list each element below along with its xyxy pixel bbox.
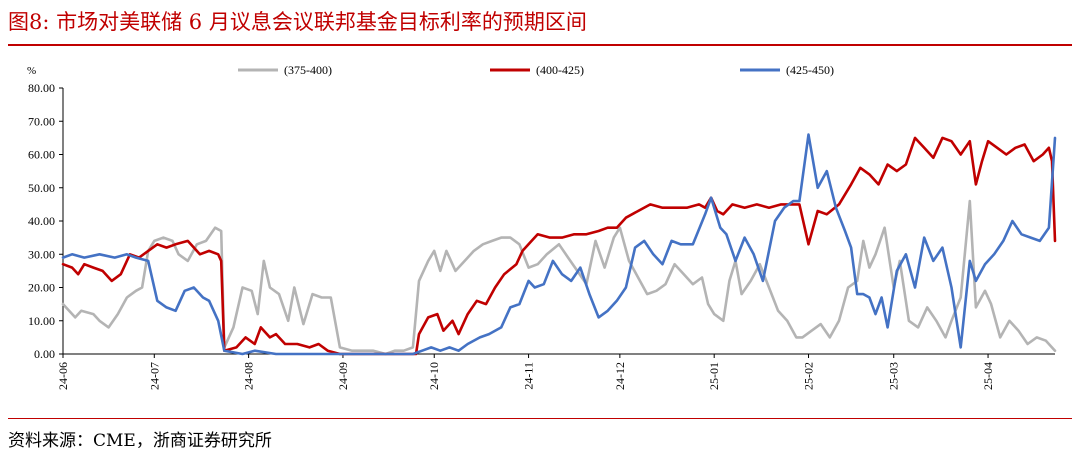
- y-tick-label: 80.00: [28, 81, 55, 95]
- x-tick-label: 24-10: [427, 362, 441, 390]
- x-tick-label: 25-01: [707, 362, 721, 390]
- figure-title-bar: 图8: 市场对美联储 6 月议息会议联邦基金目标利率的预期区间: [8, 6, 1072, 46]
- y-tick-label: 40.00: [28, 214, 55, 228]
- x-tick-label: 24-09: [336, 362, 350, 390]
- figure-title: 图8: 市场对美联储 6 月议息会议联邦基金目标利率的预期区间: [8, 10, 587, 34]
- title-divider: [8, 44, 1072, 46]
- x-tick-label: 24-07: [147, 362, 161, 390]
- x-tick-label: 24-08: [242, 362, 256, 390]
- x-tick-label: 24-06: [56, 362, 70, 390]
- source-note: 资料来源：CME，浙商证券研究所: [8, 431, 272, 451]
- series-line-3: [61, 133, 1057, 356]
- y-axis-unit-label: %: [27, 65, 36, 77]
- x-tick-label: 25-03: [887, 362, 901, 390]
- series-line-1: [61, 199, 1057, 356]
- x-tick-label: 24-12: [613, 362, 627, 390]
- series-line-2: [61, 136, 1057, 356]
- x-tick-label: 25-02: [802, 362, 816, 390]
- legend-label: (400-425): [536, 63, 584, 77]
- x-tick-label: 25-04: [981, 362, 995, 390]
- x-tick-label: 24-11: [522, 362, 536, 390]
- line-chart: % 0.00 10.00 20.00 30.00 40.00 50.00 60.00 70.00…: [27, 63, 1057, 390]
- y-tick-label: 50.00: [28, 181, 55, 195]
- footer-divider: [8, 418, 1072, 419]
- y-tick-label: 0.00: [34, 347, 55, 361]
- legend-label: (425-450): [786, 63, 834, 77]
- y-tick-label: 60.00: [28, 148, 55, 162]
- legend-label: (375-400): [284, 63, 332, 77]
- y-tick-label: 20.00: [28, 281, 55, 295]
- y-tick-label: 30.00: [28, 247, 55, 261]
- y-tick-label: 10.00: [28, 314, 55, 328]
- y-tick-label: 70.00: [28, 114, 55, 128]
